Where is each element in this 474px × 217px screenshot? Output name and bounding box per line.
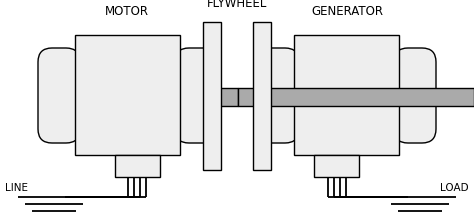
FancyBboxPatch shape [394,48,436,143]
Bar [215,88,238,106]
FancyBboxPatch shape [175,48,217,143]
Text: GENERATOR: GENERATOR [311,5,383,18]
Text: MOTOR: MOTOR [105,5,149,18]
Bar [115,155,160,177]
Bar [75,35,180,155]
Text: LINE: LINE [5,183,28,193]
Text: LOAD: LOAD [440,183,469,193]
Bar [314,155,359,177]
Bar [238,88,474,106]
Bar [253,22,271,170]
FancyBboxPatch shape [38,48,80,143]
FancyBboxPatch shape [257,48,299,143]
Bar [203,22,221,170]
Text: FLYWHEEL: FLYWHEEL [207,0,267,10]
Bar [294,35,399,155]
